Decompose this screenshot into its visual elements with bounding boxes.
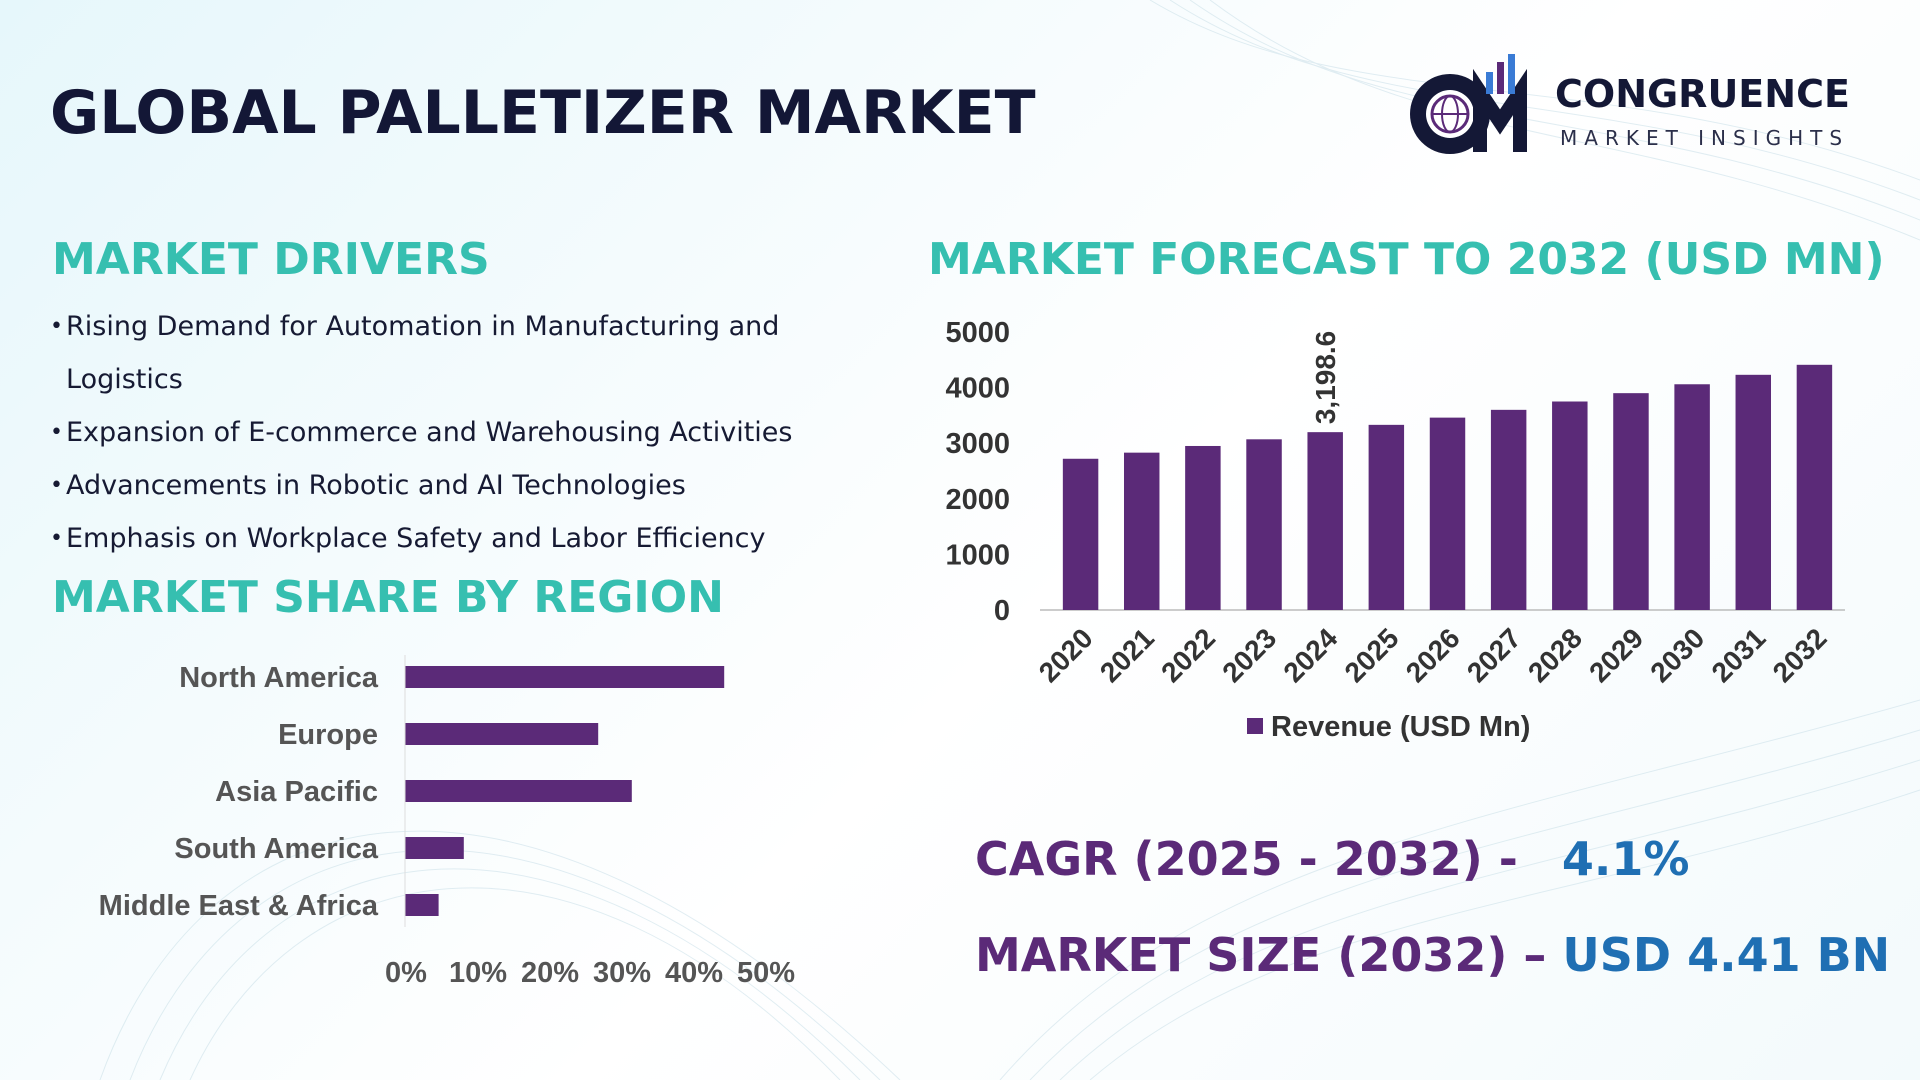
driver-item: Advancements in Robotic and AI Technolog… [50, 459, 870, 512]
market-size-stat: MARKET SIZE (2032) – USD 4.41 BN [975, 928, 1890, 982]
region-bar [405, 837, 464, 859]
market-size-value: USD 4.41 BN [1562, 928, 1891, 982]
cagr-label: CAGR (2025 - 2032) - [975, 832, 1518, 886]
forecast-bar [1246, 439, 1282, 610]
x-tick-label: 2023 [1216, 622, 1282, 688]
x-tick-label: 2020 [1033, 622, 1099, 688]
x-tick-label: 2026 [1400, 622, 1466, 688]
x-tick-label: 2031 [1706, 622, 1772, 688]
region-label: Asia Pacific [215, 776, 378, 808]
forecast-bar [1185, 445, 1221, 610]
x-tick-label: 2024 [1277, 622, 1343, 688]
region-label: North America [179, 662, 379, 694]
y-tick-label: 4000 [945, 373, 1010, 405]
region-label: Middle East & Africa [99, 890, 379, 922]
region-heading: MARKET SHARE BY REGION [52, 572, 724, 623]
x-tick-label: 30% [593, 957, 651, 989]
cagr-stat: CAGR (2025 - 2032) - 4.1% [975, 832, 1689, 886]
x-tick-label: 0% [385, 957, 427, 989]
forecast-bar [1674, 384, 1710, 610]
forecast-bar [1490, 409, 1527, 610]
forecast-bar [1368, 424, 1405, 610]
driver-item: Emphasis on Workplace Safety and Labor E… [50, 512, 870, 565]
y-tick-label: 1000 [945, 539, 1010, 571]
legend-label: Revenue (USD Mn) [1271, 711, 1530, 743]
region-label: Europe [278, 719, 378, 751]
page-title: GLOBAL PALLETIZER MARKET [50, 78, 1036, 148]
x-tick-label: 2028 [1522, 622, 1588, 688]
drivers-heading: MARKET DRIVERS [52, 234, 490, 285]
x-tick-label: 2029 [1583, 622, 1649, 688]
x-tick-label: 10% [449, 957, 507, 989]
region-bar [405, 780, 632, 802]
brand-name: CONGRUENCE [1555, 72, 1850, 116]
x-tick-label: 50% [737, 957, 795, 989]
x-tick-label: 2022 [1155, 622, 1221, 688]
globe-bar-chart-logo-icon [1410, 54, 1527, 154]
forecast-heading: MARKET FORECAST TO 2032 (USD MN) [928, 234, 1885, 285]
forecast-bar [1123, 452, 1160, 610]
y-tick-label: 2000 [945, 484, 1010, 516]
x-tick-label: 40% [665, 957, 723, 989]
x-tick-label: 2025 [1339, 622, 1405, 688]
region-bar-chart: North America Europe Asia Pacific South Ame… [99, 655, 795, 989]
x-tick-label: 2032 [1767, 622, 1833, 688]
x-tick-label: 2027 [1461, 622, 1527, 688]
x-tick-label: 2021 [1094, 622, 1160, 688]
forecast-bar [1796, 364, 1833, 610]
drivers-list: Rising Demand for Automation in Manufact… [50, 300, 870, 565]
region-bar [405, 894, 439, 916]
forecast-bar [1735, 374, 1772, 610]
market-size-label: MARKET SIZE (2032) – [975, 928, 1547, 982]
forecast-bar [1613, 393, 1649, 610]
driver-item: Expansion of E-commerce and Warehousing … [50, 406, 870, 459]
y-tick-label: 0 [994, 595, 1010, 627]
region-bar [405, 666, 725, 688]
y-tick-label: 3000 [945, 428, 1010, 460]
legend-swatch [1247, 718, 1263, 734]
region-label: South America [174, 833, 378, 865]
data-label: 3,198.6 [1310, 331, 1341, 424]
y-tick-label: 5000 [945, 317, 1010, 349]
forecast-bar-chart: 0100020003000400050002020202120222023202… [945, 317, 1845, 743]
x-tick-label: 20% [521, 957, 579, 989]
x-tick-label: 2030 [1644, 622, 1710, 688]
driver-item: Rising Demand for Automation in Manufact… [50, 300, 876, 406]
cagr-value: 4.1% [1561, 832, 1690, 886]
brand-logo: CONGRUENCE MARKET INSIGHTS [1400, 52, 1880, 162]
forecast-bar [1307, 432, 1343, 610]
forecast-bar [1062, 458, 1099, 610]
region-bar [405, 723, 599, 745]
forecast-bar [1429, 417, 1466, 610]
forecast-bar [1552, 401, 1588, 610]
brand-tagline: MARKET INSIGHTS [1560, 126, 1850, 150]
